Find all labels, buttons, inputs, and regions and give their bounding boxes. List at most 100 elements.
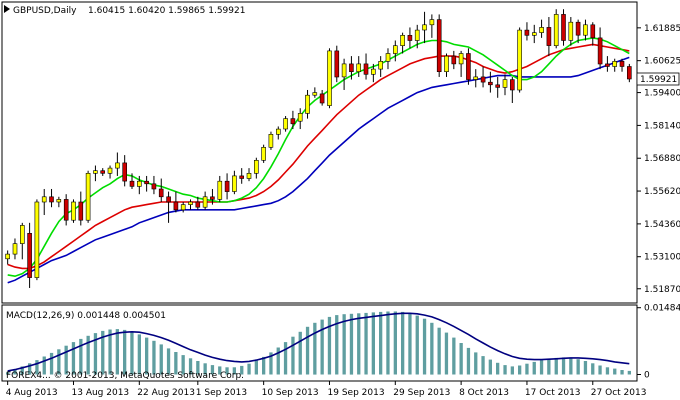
candle-body [290, 118, 296, 125]
macd-bar [620, 370, 624, 375]
candle [56, 196, 62, 208]
candle [392, 40, 398, 62]
macd-bar [401, 311, 405, 375]
macd-histogram [6, 311, 631, 375]
macd-bar [598, 365, 602, 375]
macd-bar [64, 345, 68, 375]
candle-body [495, 84, 501, 88]
macd-bar [276, 347, 280, 375]
candle-body [509, 79, 515, 91]
candle [268, 131, 274, 150]
macd-bar [101, 330, 105, 375]
candle-body [392, 45, 398, 54]
date-tick-label: 1 Sep 2013 [196, 388, 247, 398]
date-axis: 4 Aug 2013 13 Aug 2013 22 Aug 2013 1 Sep 20… [6, 381, 646, 398]
macd-bar [591, 363, 595, 375]
candle-body [85, 173, 91, 221]
candle [473, 69, 479, 88]
macd-bar [86, 335, 90, 375]
candle-body [283, 118, 288, 130]
candle [217, 175, 223, 202]
candle-body [341, 63, 347, 78]
macd-bar [35, 360, 39, 375]
candle-body [612, 60, 618, 67]
candle [290, 110, 296, 130]
price-tick-label: 1.55620 [644, 187, 680, 197]
macd-bar [174, 352, 178, 375]
macd-bar [503, 365, 507, 375]
candle [224, 173, 230, 200]
macd-bar [569, 357, 573, 375]
candle-body [407, 34, 413, 41]
symbol-label: GBPUSD,Daily [13, 6, 77, 16]
macd-bar [247, 363, 251, 375]
candle [488, 71, 493, 93]
candle [451, 50, 457, 70]
candle-body [363, 63, 369, 75]
candle [232, 170, 237, 195]
price-tick-label: 1.54360 [644, 220, 680, 230]
macd-bar [415, 315, 419, 375]
candle [158, 178, 164, 202]
macd-bar [42, 356, 46, 375]
candle [188, 199, 193, 210]
candle-body [268, 134, 274, 148]
macd-bar [342, 314, 346, 375]
candle-body [546, 27, 552, 46]
candle [568, 17, 574, 46]
candle-body [173, 201, 179, 211]
macd-bar [210, 365, 215, 375]
candle-body [261, 147, 266, 161]
candle-body [575, 21, 581, 36]
candle [363, 53, 369, 80]
candle [34, 199, 40, 281]
current-price-tag: 1.59921 [636, 72, 680, 86]
candle [597, 27, 603, 70]
date-tick-label: 8 Oct 2013 [459, 388, 509, 398]
date-tick-label: 22 Aug 2013 [137, 388, 195, 398]
candle [575, 19, 581, 44]
candle-body [63, 199, 69, 221]
candle [349, 56, 354, 80]
macd-axis: 0.014842 0 [637, 304, 680, 381]
candle-body [327, 50, 332, 106]
ma-fast-line [7, 37, 630, 278]
candle-body [129, 180, 135, 187]
macd-bar [327, 316, 332, 375]
macd-bar [583, 361, 588, 375]
macd-bar [554, 357, 558, 375]
candle-body [180, 204, 186, 211]
macd-bar [576, 359, 580, 375]
macd-bar [152, 340, 156, 375]
candle [334, 45, 340, 83]
candle [144, 175, 149, 192]
candle-body [158, 188, 164, 198]
macd-bar [225, 367, 229, 375]
candle-body [100, 170, 105, 174]
macd-bar [561, 357, 566, 375]
macd-panel-frame [1, 304, 638, 382]
candle-body [619, 60, 625, 67]
candle-body [232, 175, 237, 192]
candle-body [107, 167, 113, 174]
candle [78, 191, 84, 226]
macd-signal [7, 312, 630, 372]
candle-body [49, 196, 54, 203]
macd-bar [422, 318, 427, 375]
candle-body [466, 53, 471, 80]
candle-body [480, 76, 486, 83]
candle-body [400, 34, 405, 46]
candle-body [488, 81, 493, 86]
candle [429, 14, 435, 38]
macd-bar [408, 313, 412, 375]
candle [319, 89, 325, 106]
macd-bar [145, 337, 149, 375]
macd-bar [49, 352, 54, 375]
macd-bar [20, 366, 24, 375]
macd-bar [532, 361, 536, 375]
candle [246, 168, 252, 182]
candle-body [188, 201, 193, 205]
candle-body [561, 14, 566, 41]
macd-bar [283, 342, 288, 375]
